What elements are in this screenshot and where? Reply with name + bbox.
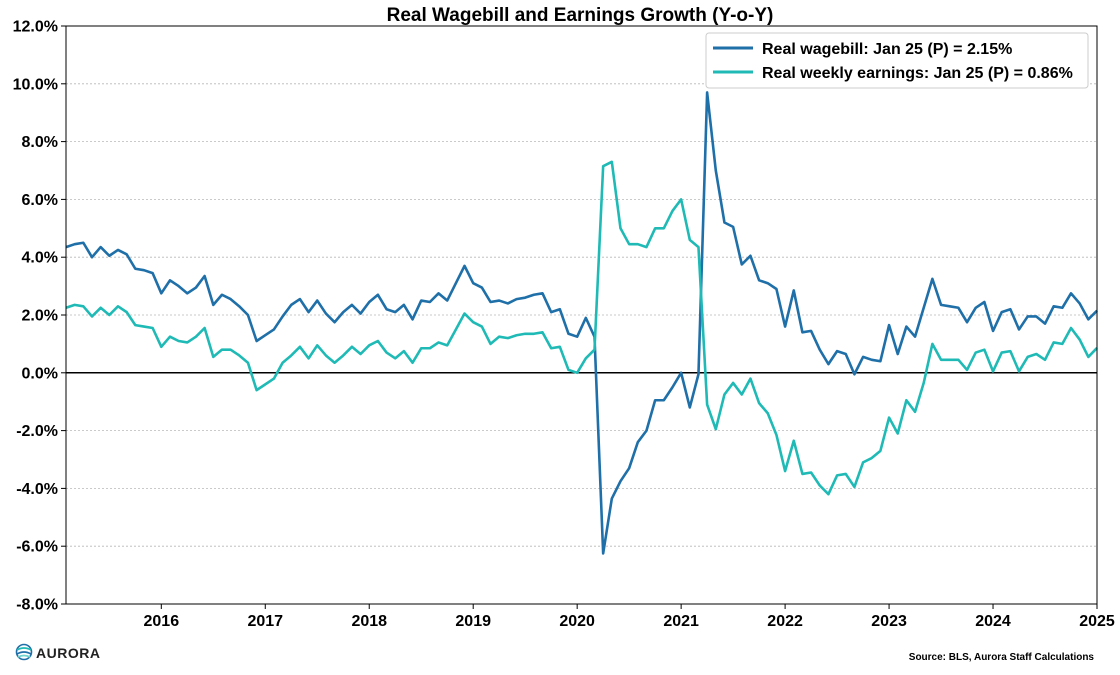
aurora-logo: AURORA [15, 643, 100, 661]
aurora-globe-icon [15, 643, 33, 661]
x-tick-label: 2025 [1079, 613, 1115, 630]
series-lines [65, 91, 1098, 555]
y-tick-label: 6.0% [22, 192, 58, 209]
y-tick-label: -4.0% [16, 481, 58, 498]
y-tick-label: 4.0% [22, 250, 58, 267]
y-tick-label: 0.0% [22, 365, 58, 382]
x-tick-label: 2018 [351, 613, 387, 630]
logo-text: AURORA [36, 645, 100, 661]
chart-title: Real Wagebill and Earnings Growth (Y-o-Y… [387, 5, 774, 26]
y-tick-label: 8.0% [22, 134, 58, 151]
legend: Real wagebill: Jan 25 (P) = 2.15% Real w… [705, 32, 1089, 89]
legend-item-wagebill: Real wagebill: Jan 25 (P) = 2.15% [713, 41, 1012, 58]
x-tick-label: 2016 [144, 613, 180, 630]
y-tick-label: -2.0% [16, 423, 58, 440]
legend-box [705, 32, 1089, 89]
x-tick-label: 2019 [455, 613, 491, 630]
y-axis-ticks: 12.0% 10.0% 8.0% 6.0% 4.0% 2.0% 0.0% -2.0% -4.0%… [13, 19, 66, 614]
y-tick-label: 10.0% [13, 76, 58, 93]
source-note: Source: BLS, Aurora Staff Calculations [909, 652, 1095, 663]
grid-lines [66, 83, 1097, 547]
x-tick-label: 2023 [871, 613, 907, 630]
x-tick-label: 2024 [975, 613, 1011, 630]
x-tick-label: 2022 [767, 613, 803, 630]
x-axis-ticks: 2016 2017 2018 2019 2020 2021 2022 2023 2024 2025 [144, 604, 1115, 630]
legend-label-wagebill: Real wagebill: Jan 25 (P) = 2.15% [762, 41, 1012, 58]
y-tick-label: -8.0% [16, 597, 58, 614]
y-tick-label: 2.0% [22, 308, 58, 325]
y-tick-label: 12.0% [13, 19, 58, 36]
legend-label-weekly-earnings: Real weekly earnings: Jan 25 (P) = 0.86% [762, 65, 1073, 82]
x-tick-label: 2020 [559, 613, 595, 630]
series-line-wagebill [65, 91, 1098, 555]
x-tick-label: 2017 [247, 613, 283, 630]
series-line-weekly-earnings [65, 160, 1098, 496]
legend-item-weekly-earnings: Real weekly earnings: Jan 25 (P) = 0.86% [713, 65, 1073, 82]
x-tick-label: 2021 [663, 613, 699, 630]
plot-frame [65, 25, 1098, 605]
y-tick-label: -6.0% [16, 539, 58, 556]
